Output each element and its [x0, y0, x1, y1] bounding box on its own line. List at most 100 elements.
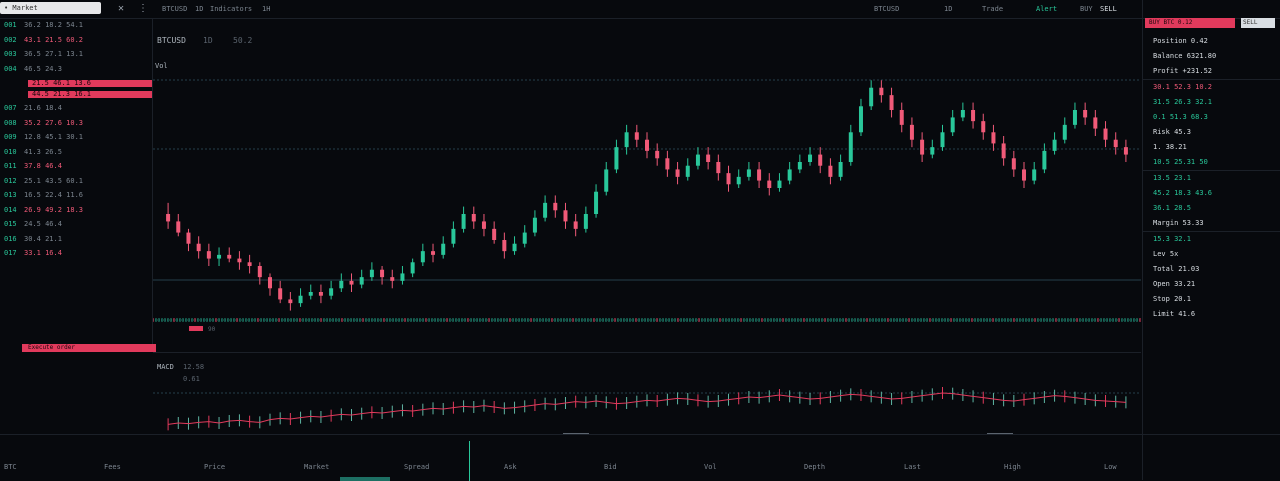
topbar-right-symbol[interactable]: BTCUSD [874, 5, 900, 13]
bottom-stat-label: Spread [404, 463, 430, 471]
order-book-row-text: 12.8 45.1 30.1 [24, 133, 84, 141]
candle-body [1011, 158, 1016, 170]
topbar-interval[interactable]: 1D [195, 5, 204, 13]
topbar-alert[interactable]: Alert [1036, 5, 1058, 13]
order-book-row-text: 41.3 26.5 [24, 147, 62, 156]
candle-body [858, 106, 863, 133]
candle-body [624, 132, 629, 148]
bottom-stat-label: High [1004, 463, 1021, 471]
topbar-sell[interactable]: SELL [1100, 5, 1117, 13]
trade-row: Limit 41.6 [1153, 310, 1196, 318]
candle-body [746, 169, 751, 177]
volume-marker [189, 326, 203, 331]
order-book-row[interactable]: 003 36.5 27.1 13.1 [0, 47, 152, 62]
candle-body [461, 214, 466, 229]
sell-tab[interactable]: SELL [1241, 18, 1275, 28]
bottom-stat-label: Fees [104, 463, 121, 471]
bottom-stat-label: Ask [504, 463, 517, 471]
order-book-rows: 001 36.2 18.2 54.1 002 43.1 21.5 60.2 003 36.… [0, 18, 152, 261]
candle-body [971, 110, 976, 122]
order-book-row-index: 004 [4, 64, 17, 73]
price-chart-svg[interactable]: BTCUSD 1D 50.2 Vol 90 [152, 18, 1141, 352]
order-book-row[interactable]: 015 24.5 46.4 [0, 217, 152, 232]
order-book-row-index: 007 [4, 104, 17, 112]
candle-body [512, 243, 517, 252]
trade-row: 45.2 18.3 43.6 [1153, 189, 1213, 197]
topbar-timeframe[interactable]: 1H [262, 5, 271, 13]
bottom-stat-label: Last [904, 463, 921, 471]
candle-body [1062, 124, 1067, 140]
topbar-trade[interactable]: Trade [982, 5, 1004, 13]
trade-row: 13.5 23.1 [1153, 174, 1191, 182]
search-input[interactable]: • Market [0, 2, 101, 14]
candle-body [359, 277, 364, 285]
price-chart[interactable]: BTCUSD 1D 50.2 Vol 90 [152, 18, 1141, 352]
order-book-row[interactable]: 012 25.1 43.5 60.1 [0, 174, 152, 189]
topbar-indicators[interactable]: Indicators [210, 5, 253, 13]
trade-row: Risk 45.3 [1153, 128, 1191, 136]
order-book-row-text: 36.5 27.1 13.1 [24, 50, 84, 58]
candle-body [339, 280, 344, 289]
candle-body [930, 147, 935, 155]
candle-body [451, 228, 456, 244]
order-book-row[interactable]: 010 41.3 26.5 [0, 145, 152, 160]
execute-order-button[interactable]: Execute order [22, 344, 156, 352]
trade-row: Margin 53.33 [1143, 216, 1280, 232]
candle-body [308, 292, 313, 296]
candle-body [1113, 139, 1118, 148]
candle-body [889, 95, 894, 110]
candle-body [899, 110, 904, 125]
order-book-row[interactable]: 011 37.8 46.4 [0, 159, 152, 174]
order-book-row-index: 009 [4, 133, 17, 141]
topbar-right-interval[interactable]: 1D [944, 5, 953, 13]
candle-body [706, 154, 711, 162]
candle-body [318, 292, 323, 296]
buy-tab[interactable]: BUY BTC 0.12 [1145, 18, 1235, 28]
order-book-row-text: 37.8 46.4 [24, 162, 62, 170]
candle-body [1072, 110, 1077, 125]
order-book-row[interactable]: 00521.5 46.1 13.6 [28, 80, 152, 87]
order-book-row[interactable]: 013 16.5 22.4 11.6 [0, 188, 152, 203]
order-book-row[interactable]: 00644.5 21.3 16.1 [28, 91, 152, 98]
order-book-row-text: 25.1 43.5 60.1 [24, 176, 84, 185]
candle-body [329, 288, 334, 296]
order-book-row[interactable]: 001 36.2 18.2 54.1 [0, 18, 152, 33]
order-book-row[interactable]: 008 35.2 27.6 10.3 [0, 116, 152, 131]
candle-body [1123, 147, 1128, 155]
trade-row: 15.3 32.1 [1153, 235, 1191, 243]
trade-row: Open 33.21 [1153, 280, 1196, 288]
candle-body [573, 221, 578, 229]
candle-body [920, 139, 925, 155]
candle-body [736, 176, 741, 185]
candle-body [726, 173, 731, 185]
trade-header: BUY BTC 0.12 SELL [1145, 18, 1279, 28]
order-book-row[interactable]: 014 26.9 49.2 18.3 [0, 203, 152, 218]
candle-body [848, 132, 853, 162]
order-book-row-index: 001 [4, 21, 17, 29]
order-book-row[interactable]: 017 33.1 16.4 [0, 246, 152, 261]
bottom-stat-label: Price [204, 463, 226, 471]
topbar-symbol[interactable]: BTCUSD [162, 5, 188, 13]
order-book-row[interactable]: 004 46.5 24.3 [0, 62, 152, 77]
order-book-row[interactable]: 007 21.6 18.4 [0, 101, 152, 116]
order-book-row[interactable]: 016 30.4 21.1 [0, 232, 152, 247]
candle-body [420, 251, 425, 263]
order-book-row-text: 33.1 16.4 [24, 249, 62, 257]
candle-body [176, 221, 181, 233]
trade-row: 31.5 26.3 32.1 [1153, 98, 1213, 106]
candle-series [166, 80, 1128, 311]
order-book-row-index: 015 [4, 220, 17, 228]
trade-row: 36.1 28.5 [1153, 204, 1191, 212]
order-book-row[interactable]: 009 12.8 45.1 30.1 [0, 130, 152, 145]
indicator-panel[interactable]: MACD 12.58 0.61 [153, 352, 1141, 435]
close-icon[interactable]: ✕ [118, 3, 125, 14]
order-book-row[interactable]: 002 43.1 21.5 60.2 [0, 33, 152, 48]
candle-body [563, 210, 568, 222]
candle-body [227, 254, 232, 259]
candle-body [1083, 110, 1088, 118]
candle-body [808, 154, 813, 162]
menu-icon[interactable]: ⋮ [138, 3, 148, 14]
trade-row: Profit +231.52 [1143, 64, 1280, 80]
candle-body [278, 288, 283, 300]
topbar-buy[interactable]: BUY [1080, 5, 1093, 13]
